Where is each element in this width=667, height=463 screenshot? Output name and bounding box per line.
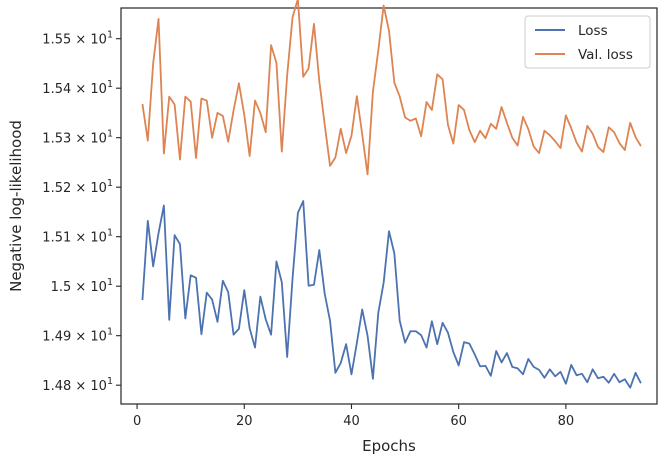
x-tick-label: 0 <box>133 414 141 429</box>
x-tick-label: 80 <box>558 414 575 429</box>
series-lines <box>141 0 642 389</box>
legend-label-loss: Loss <box>578 23 608 39</box>
legend: Loss Val. loss <box>524 15 651 69</box>
y-axis-label: Negative log-likelihood <box>7 120 25 292</box>
x-tick-label: 60 <box>450 414 467 429</box>
y-tick-label: 1.51 × 101 <box>42 228 113 246</box>
series-line-val-loss <box>141 0 642 176</box>
y-tick-label: 1.54 × 101 <box>42 79 113 97</box>
y-tick-label: 1.55 × 101 <box>42 30 113 48</box>
x-axis: 0 20 40 60 80 <box>133 404 574 429</box>
y-tick-label: 1.5 × 101 <box>51 277 113 295</box>
y-tick-label: 1.48 × 101 <box>42 376 113 394</box>
y-tick-label: 1.52 × 101 <box>42 178 113 196</box>
x-tick-label: 20 <box>236 414 253 429</box>
x-axis-label: Epochs <box>362 437 416 455</box>
legend-label-val-loss: Val. loss <box>578 47 633 63</box>
x-tick-label: 40 <box>343 414 360 429</box>
y-axis: 1.48 × 101 1.49 × 101 1.5 × 101 1.51 × 101 1… <box>42 30 121 394</box>
y-tick-label: 1.53 × 101 <box>42 129 113 147</box>
series-line-loss <box>141 200 642 389</box>
plot-area <box>120 7 658 405</box>
y-tick-label: 1.49 × 101 <box>42 327 113 345</box>
